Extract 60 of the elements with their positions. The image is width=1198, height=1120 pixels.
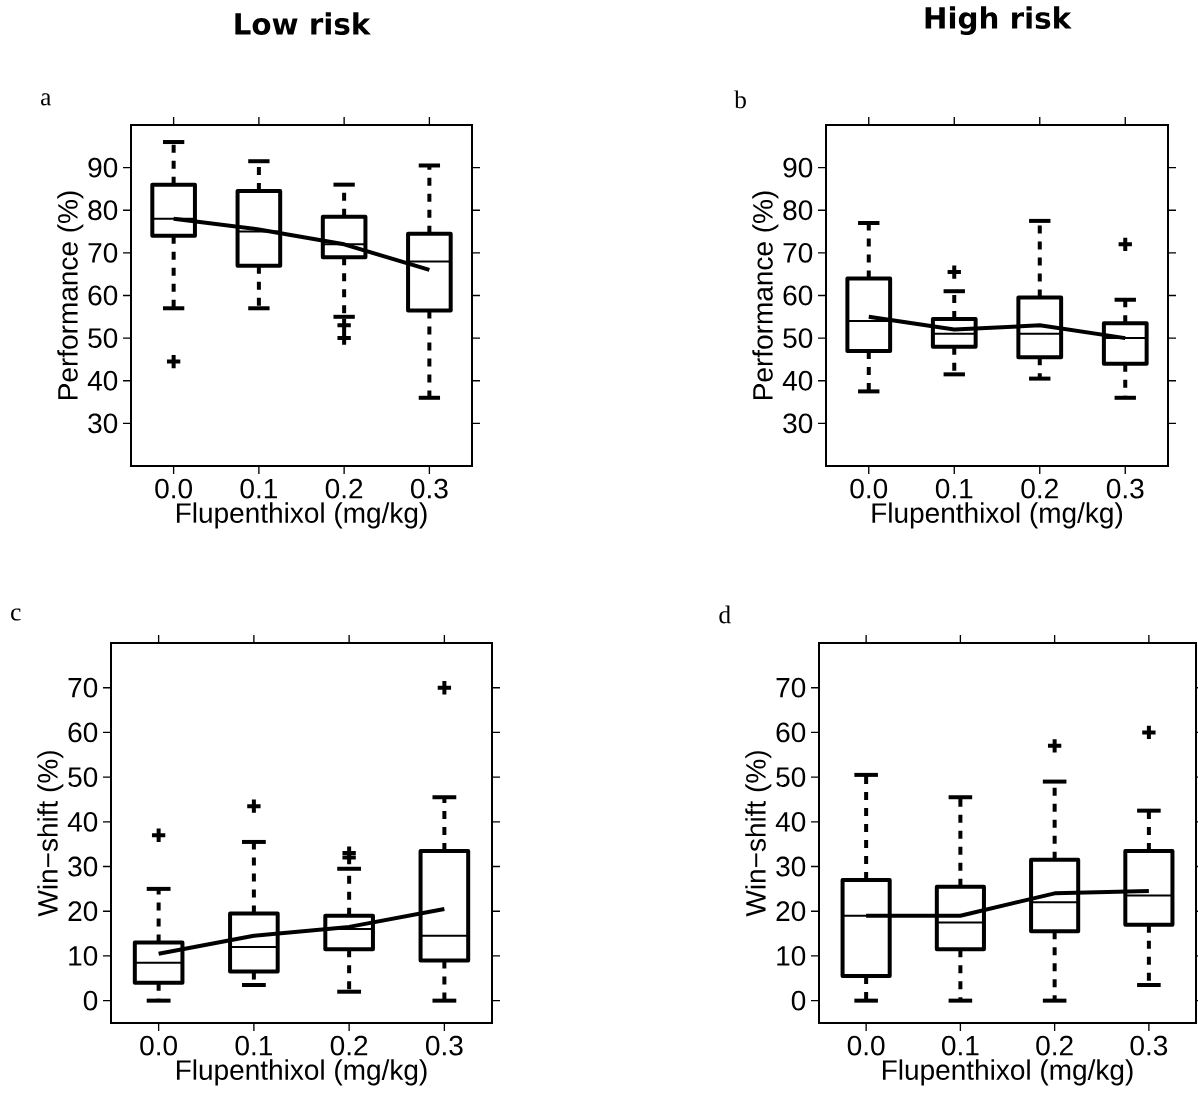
y-tick-label: 0 — [83, 990, 98, 1011]
y-tick-label: 80 — [88, 200, 118, 221]
y-tick-label: 20 — [68, 901, 98, 922]
y-tick-label: 60 — [776, 722, 806, 743]
y-tick-label: 40 — [775, 811, 806, 832]
x-tick-label: 0.2 — [330, 1035, 368, 1056]
y-tick-label: 70 — [68, 677, 98, 698]
x-tick-label: 0.0 — [140, 1035, 177, 1056]
y-tick-label: 60 — [68, 722, 98, 743]
x-tick-label: 0.0 — [155, 478, 192, 499]
y-tick-label: 90 — [783, 157, 813, 178]
y-tick-label: 40 — [87, 370, 118, 391]
y-tick-label: 50 — [776, 767, 806, 788]
x-tick-label: 0.2 — [325, 478, 363, 499]
y-tick-label: 40 — [67, 811, 98, 832]
y-tick-label: 30 — [783, 413, 813, 434]
y-tick-label: 30 — [776, 856, 806, 877]
y-tick-label: 70 — [88, 242, 118, 263]
y-tick-label: 90 — [88, 157, 118, 178]
y-tick-label: 60 — [783, 285, 813, 306]
x-tick-label: 0.0 — [850, 478, 888, 499]
x-tick-label: 0.3 — [1130, 1035, 1168, 1056]
y-tick-label: 0 — [791, 990, 806, 1011]
y-axis-title: Performance (%) — [752, 191, 779, 399]
x-tick-label: 0.3 — [426, 1035, 463, 1056]
y-tick-label: 10 — [69, 946, 98, 966]
y-axis-title: Win−shift (%) — [37, 751, 64, 917]
y-tick-label: 30 — [88, 413, 118, 434]
x-tick-label: 0.2 — [1021, 478, 1058, 499]
y-tick-label: 40 — [782, 370, 813, 391]
x-tick-label: 0.3 — [411, 478, 448, 499]
x-axis-title: Flupenthixol (mg/kg) — [176, 1059, 427, 1086]
chart-title: Low risk — [235, 12, 371, 35]
x-axis-title: Flupenthixol (mg/kg) — [872, 502, 1123, 529]
text: b — [734, 90, 746, 109]
x-tick-label: 0.3 — [1106, 478, 1144, 499]
y-tick-label: 30 — [68, 856, 98, 877]
y-tick-label: 50 — [783, 328, 813, 349]
text: c — [11, 608, 21, 621]
y-tick-label: 50 — [88, 328, 118, 349]
y-tick-label: 20 — [776, 901, 806, 922]
x-tick-label: 0.1 — [240, 478, 277, 499]
x-tick-label: 0.1 — [942, 1035, 979, 1056]
y-tick-label: 60 — [88, 285, 118, 306]
x-tick-label: 0.0 — [847, 1035, 885, 1056]
x-tick-label: 0.1 — [935, 478, 973, 499]
y-tick-label: 50 — [68, 767, 98, 788]
text: a — [41, 93, 52, 106]
x-tick-label: 0.1 — [235, 1035, 272, 1056]
y-tick-label: 70 — [776, 677, 806, 698]
y-tick-label: 70 — [783, 242, 813, 263]
y-tick-label: 10 — [777, 946, 806, 966]
y-axis-title: Performance (%) — [57, 191, 84, 399]
chart-title: High risk — [925, 6, 1072, 35]
x-axis-title: Flupenthixol (mg/kg) — [882, 1059, 1133, 1086]
y-axis-title: Win−shift (%) — [745, 751, 772, 917]
x-tick-label: 0.2 — [1036, 1035, 1073, 1056]
text: d — [719, 605, 731, 624]
x-axis-title: Flupenthixol (mg/kg) — [176, 502, 427, 529]
y-tick-label: 80 — [783, 200, 813, 221]
